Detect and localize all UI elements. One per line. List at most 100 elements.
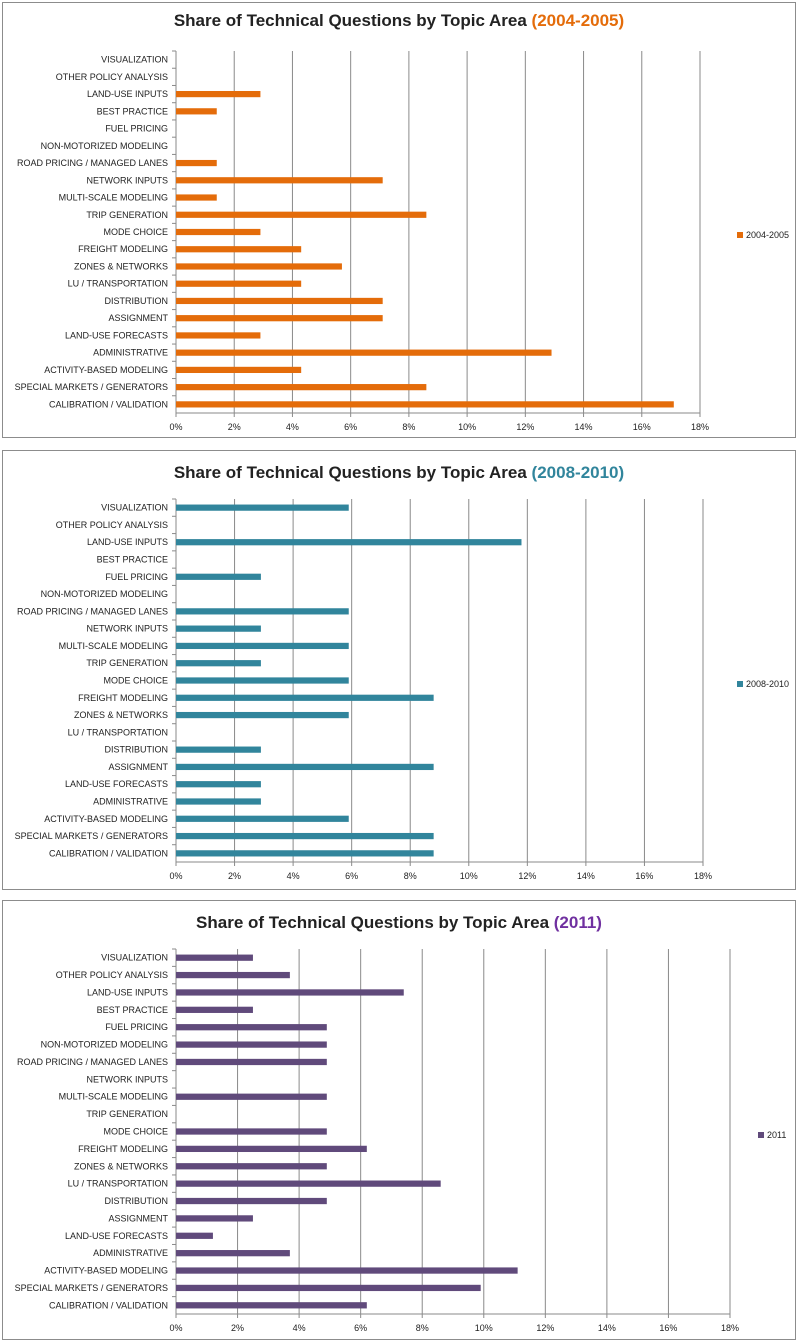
bar-mode-choice xyxy=(176,1128,327,1135)
chart-title-main: Share of Technical Questions by Topic Ar… xyxy=(173,463,532,482)
bar-visualization xyxy=(176,954,253,961)
bar-zones-and-networks xyxy=(176,711,349,719)
x-tick-label: 8% xyxy=(416,1323,429,1333)
category-label-non-motorized-modeling: NON-MOTORIZED MODELING xyxy=(41,141,168,151)
bar-land-use-inputs xyxy=(176,539,522,546)
bar-trip-generation xyxy=(176,211,427,218)
x-tick-label: 18% xyxy=(721,1323,739,1333)
category-label-network-inputs: NETWORK INPUTS xyxy=(86,175,168,185)
bar-multi-scale-modeling xyxy=(176,1093,327,1100)
category-label-activity-based-modeling: ACTIVITY-BASED MODELING xyxy=(44,814,168,824)
x-tick-label: 0% xyxy=(169,871,182,881)
category-label-visualization: VISUALIZATION xyxy=(101,503,168,513)
category-label-calibration-validation: CALIBRATION / VALIDATION xyxy=(49,399,168,409)
x-tick-label: 12% xyxy=(516,422,534,432)
x-tick-label: 0% xyxy=(169,1323,182,1333)
category-label-lu-transportation: LU / TRANSPORTATION xyxy=(68,279,168,289)
chart-panel-2004-2005: Share of Technical Questions by Topic Ar… xyxy=(2,2,796,438)
x-tick-label: 18% xyxy=(694,871,712,881)
category-label-trip-generation: TRIP GENERATION xyxy=(86,210,168,220)
bar-other-policy-analysis xyxy=(176,971,290,979)
category-label-zones-and-networks: ZONES & NETWORKS xyxy=(74,261,168,271)
x-tick-label: 12% xyxy=(536,1323,554,1333)
chart-title-period: (2011) xyxy=(553,913,602,932)
legend-label: 2011 xyxy=(767,1130,786,1140)
chart-title-period: (2004-2005) xyxy=(531,11,625,30)
bar-fuel-pricing xyxy=(176,1024,327,1031)
bar-distribution xyxy=(176,1197,327,1205)
category-label-road-pricing-managed-lanes: ROAD PRICING / MANAGED LANES xyxy=(17,1057,168,1067)
category-label-special-markets-generators: SPECIAL MARKETS / GENERATORS xyxy=(15,382,168,392)
category-label-administrative: ADMINISTRATIVE xyxy=(93,797,168,807)
category-label-visualization: VISUALIZATION xyxy=(101,55,168,65)
category-label-other-policy-analysis: OTHER POLICY ANALYSIS xyxy=(56,520,168,530)
category-label-network-inputs: NETWORK INPUTS xyxy=(86,1074,168,1084)
bar-special-markets-generators xyxy=(176,1284,481,1292)
category-label-lu-transportation: LU / TRANSPORTATION xyxy=(68,727,168,737)
category-label-fuel-pricing: FUEL PRICING xyxy=(105,124,168,134)
category-label-lu-transportation: LU / TRANSPORTATION xyxy=(68,1179,168,1189)
x-tick-label: 0% xyxy=(169,422,182,432)
bar-calibration-validation xyxy=(176,850,434,857)
x-tick-label: 10% xyxy=(460,871,478,881)
x-tick-label: 2% xyxy=(228,871,241,881)
chart-title: Share of Technical Questions by Topic Ar… xyxy=(3,463,795,483)
bar-administrative xyxy=(176,1250,290,1257)
bar-land-use-inputs xyxy=(176,90,261,98)
category-label-assignment: ASSIGNMENT xyxy=(108,313,168,323)
chart-title: Share of Technical Questions by Topic Ar… xyxy=(3,913,795,933)
category-label-other-policy-analysis: OTHER POLICY ANALYSIS xyxy=(56,72,168,82)
category-label-administrative: ADMINISTRATIVE xyxy=(93,1248,168,1258)
x-tick-label: 4% xyxy=(286,422,299,432)
category-label-visualization: VISUALIZATION xyxy=(101,953,168,963)
category-label-special-markets-generators: SPECIAL MARKETS / GENERATORS xyxy=(15,831,168,841)
bar-assignment xyxy=(176,763,434,771)
x-tick-label: 10% xyxy=(458,422,476,432)
bar-distribution xyxy=(176,297,383,305)
bar-land-use-forecasts xyxy=(176,332,261,339)
bar-activity-based-modeling xyxy=(176,1267,518,1274)
category-label-trip-generation: TRIP GENERATION xyxy=(86,1109,168,1119)
bar-calibration-validation xyxy=(176,401,674,408)
x-tick-label: 10% xyxy=(475,1323,493,1333)
category-label-assignment: ASSIGNMENT xyxy=(108,1213,168,1223)
bar-freight-modeling xyxy=(176,246,302,253)
bar-multi-scale-modeling xyxy=(176,642,349,650)
bar-land-use-inputs xyxy=(176,989,404,996)
chart-panel-2008-2010: Share of Technical Questions by Topic Ar… xyxy=(2,450,796,890)
bar-mode-choice xyxy=(176,677,349,684)
x-tick-label: 4% xyxy=(287,871,300,881)
bar-freight-modeling xyxy=(176,694,434,701)
x-tick-label: 8% xyxy=(404,871,417,881)
category-label-zones-and-networks: ZONES & NETWORKS xyxy=(74,710,168,720)
bar-distribution xyxy=(176,746,261,753)
bar-road-pricing-managed-lanes xyxy=(176,608,349,615)
category-label-non-motorized-modeling: NON-MOTORIZED MODELING xyxy=(41,1040,168,1050)
category-label-trip-generation: TRIP GENERATION xyxy=(86,658,168,668)
bar-road-pricing-managed-lanes xyxy=(176,1058,327,1066)
category-label-non-motorized-modeling: NON-MOTORIZED MODELING xyxy=(41,589,168,599)
x-tick-label: 14% xyxy=(598,1323,616,1333)
category-label-fuel-pricing: FUEL PRICING xyxy=(105,1022,168,1032)
bar-assignment xyxy=(176,1215,253,1222)
x-tick-label: 2% xyxy=(228,422,241,432)
bar-mode-choice xyxy=(176,228,261,236)
category-label-activity-based-modeling: ACTIVITY-BASED MODELING xyxy=(44,365,168,375)
category-label-best-practice: BEST PRACTICE xyxy=(97,555,168,565)
category-label-multi-scale-modeling: MULTI-SCALE MODELING xyxy=(59,193,168,203)
bar-lu-transportation xyxy=(176,280,302,287)
bar-best-practice xyxy=(176,1006,253,1013)
bar-calibration-validation xyxy=(176,1302,367,1309)
category-label-land-use-inputs: LAND-USE INPUTS xyxy=(87,89,168,99)
bar-lu-transportation xyxy=(176,1180,441,1187)
category-label-fuel-pricing: FUEL PRICING xyxy=(105,572,168,582)
bar-activity-based-modeling xyxy=(176,366,302,374)
category-label-assignment: ASSIGNMENT xyxy=(108,762,168,772)
category-label-distribution: DISTRIBUTION xyxy=(104,745,168,755)
category-label-land-use-forecasts: LAND-USE FORECASTS xyxy=(65,779,168,789)
category-label-land-use-forecasts: LAND-USE FORECASTS xyxy=(65,1231,168,1241)
bar-zones-and-networks xyxy=(176,263,342,270)
bar-visualization xyxy=(176,504,349,511)
bar-freight-modeling xyxy=(176,1145,367,1153)
legend-swatch xyxy=(758,1132,764,1138)
